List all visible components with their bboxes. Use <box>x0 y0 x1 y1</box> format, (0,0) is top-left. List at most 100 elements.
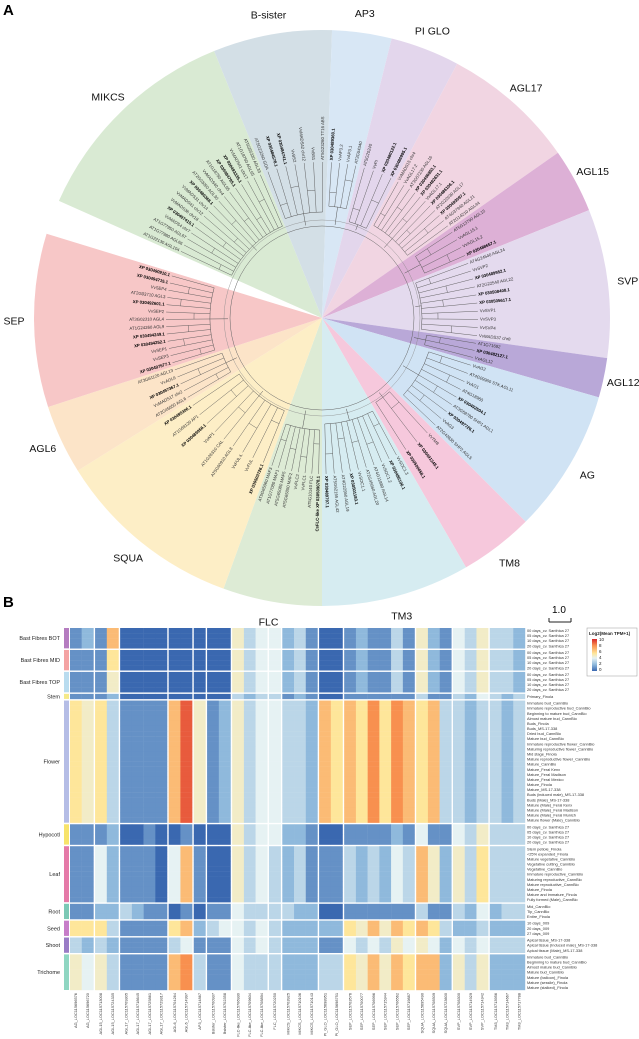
tree-branch <box>302 410 306 429</box>
heatmap-cell <box>294 881 306 888</box>
tree-branch <box>401 215 440 249</box>
heatmap-cell <box>282 807 295 813</box>
tree-branch <box>341 422 351 472</box>
heatmap-cell <box>218 761 231 767</box>
heatmap-cell <box>131 638 144 644</box>
heatmap-cell <box>207 886 220 893</box>
heatmap-cell <box>294 710 306 717</box>
heatmap-cell <box>427 705 440 711</box>
heatmap-cell <box>282 649 295 656</box>
heatmap-cell <box>95 655 108 661</box>
heatmap-cell <box>218 741 231 747</box>
heatmap-cell <box>305 969 318 975</box>
heatmap-cell <box>330 839 343 845</box>
heatmap-cell <box>379 861 392 867</box>
heatmap-cell <box>255 671 268 678</box>
heatmap-cell <box>207 964 220 970</box>
heatmap-cell <box>513 947 526 953</box>
tree-branch <box>235 188 267 235</box>
heatmap-cell <box>193 937 206 943</box>
heatmap-cell <box>143 846 156 852</box>
heatmap-cell <box>168 660 181 666</box>
heatmap-cell <box>255 979 268 986</box>
heatmap-cell <box>402 797 415 803</box>
row-label: Beginning to mature bud_CannBio <box>527 960 586 965</box>
heatmap-cell <box>180 856 193 862</box>
heatmap-cell <box>391 751 404 757</box>
heatmap-cell <box>344 930 357 937</box>
heatmap-cell <box>282 871 295 877</box>
row-group-bar <box>64 693 69 699</box>
heatmap-cell <box>268 746 281 752</box>
tree-branch <box>420 294 477 304</box>
heatmap-cell <box>513 839 526 845</box>
tree-branch <box>403 394 436 426</box>
heatmap-cell <box>143 766 156 772</box>
heatmap-cell <box>131 851 144 857</box>
heatmap-cell <box>95 649 108 656</box>
heatmap-cell <box>367 633 380 639</box>
heatmap-cell <box>155 812 168 818</box>
heatmap-cell <box>106 725 119 732</box>
heatmap-cell <box>207 954 220 960</box>
heatmap-cell <box>268 665 281 671</box>
heatmap-cell <box>489 649 502 656</box>
heatmap-cell <box>207 839 220 845</box>
heatmap-cell <box>379 846 392 852</box>
heatmap-cell <box>501 947 514 953</box>
heatmap-cell <box>476 633 489 639</box>
heatmap-cell <box>207 829 220 835</box>
heatmap-cell <box>131 687 144 693</box>
heatmap-cell <box>232 700 245 706</box>
heatmap-cell <box>95 866 108 872</box>
heatmap-cell <box>143 736 156 742</box>
heatmap-cell <box>344 969 357 975</box>
heatmap-cell <box>367 797 380 803</box>
heatmap-cell <box>243 925 256 932</box>
heatmap-cell <box>268 700 281 706</box>
heatmap-cell <box>513 937 526 943</box>
heatmap-cell <box>218 866 231 872</box>
heatmap-cell <box>193 861 206 867</box>
heatmap-cell <box>513 665 526 671</box>
heatmap-cell <box>501 954 514 960</box>
heatmap-cell <box>232 766 245 772</box>
heatmap-cell <box>120 797 133 803</box>
heatmap-cell <box>513 964 526 970</box>
heatmap-cell <box>143 756 156 762</box>
heatmap-cell <box>489 797 502 803</box>
heatmap-cell <box>367 736 380 742</box>
heatmap-cell <box>464 693 477 700</box>
tree-branch <box>311 429 315 474</box>
heatmap-cell <box>367 954 380 960</box>
heatmap-cell <box>464 839 477 845</box>
heatmap-cell <box>143 947 156 953</box>
heatmap-cell <box>268 660 281 666</box>
heatmap-cell <box>489 781 502 788</box>
heatmap-cell <box>81 871 94 877</box>
heatmap-cell <box>379 720 392 727</box>
heatmap-cell <box>427 925 440 932</box>
heatmap-cell <box>439 761 452 767</box>
heatmap-cell <box>330 655 343 661</box>
heatmap-cell <box>330 846 343 852</box>
heatmap-cell <box>155 643 168 649</box>
heatmap-cell <box>155 930 168 937</box>
heatmap-cell <box>391 761 404 767</box>
heatmap-cell <box>391 781 404 788</box>
heatmap-cell <box>106 736 119 742</box>
row-label: Vegetative cutting_CannBio <box>527 862 575 867</box>
heatmap-cell <box>294 930 306 937</box>
heatmap-cell <box>501 851 514 857</box>
heatmap-cell <box>232 817 245 823</box>
heatmap-cell <box>452 756 465 762</box>
heatmap-cell <box>294 787 306 793</box>
heatmap-cell <box>439 974 452 981</box>
heatmap-cell <box>282 913 295 920</box>
heatmap-cell <box>464 687 477 693</box>
heatmap-cell <box>180 897 193 903</box>
heatmap-cell <box>355 959 368 965</box>
tree-branch <box>187 238 236 268</box>
heatmap-cell <box>391 710 404 717</box>
